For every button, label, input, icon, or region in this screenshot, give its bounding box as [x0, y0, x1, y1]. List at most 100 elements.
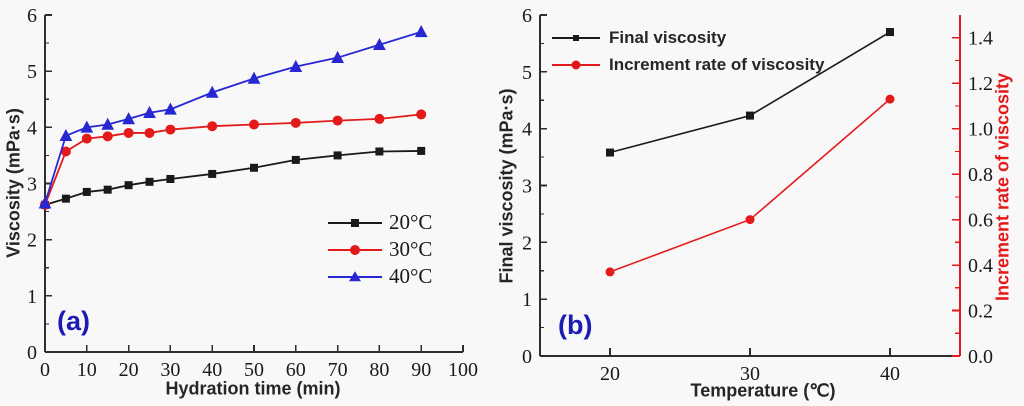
circle-marker-icon: [290, 117, 301, 128]
triangle-marker-icon: [205, 85, 219, 98]
circle-marker-icon: [249, 119, 259, 130]
circle-marker-icon: [144, 127, 155, 138]
triangle-marker-icon: [59, 128, 73, 142]
legend-item-final-viscosity: Final viscosity: [552, 24, 824, 51]
x-tick-label: 10: [77, 359, 97, 381]
panel-a-label: (a): [57, 306, 90, 336]
y-tick-label: 5: [27, 61, 37, 83]
circle-marker-icon: [81, 133, 92, 144]
legend-item-30c: 30°C: [328, 236, 432, 263]
series-1: [605, 94, 895, 277]
square-marker-icon: [166, 175, 175, 184]
right-y-tick-label: 1.2: [968, 73, 993, 95]
panel-b-x-axis-title: Temperature (℃): [690, 380, 836, 401]
right-y-tick-label: 0.2: [968, 301, 993, 323]
square-marker-icon: [250, 163, 258, 172]
series-2: [38, 25, 428, 209]
triangle-marker-icon: [247, 71, 261, 84]
square-marker-icon: [573, 34, 579, 41]
left-y-tick-label: 1: [522, 289, 532, 311]
circle-marker-icon: [123, 127, 134, 138]
series-1: [40, 109, 427, 210]
panel-a-x-axis-title: Hydration time (min): [165, 378, 341, 399]
axes: [44, 15, 463, 353]
x-tick-label: 40: [202, 359, 222, 381]
x-tick-label: 70: [328, 359, 348, 381]
circle-marker-icon: [416, 109, 427, 120]
triangle-marker-icon: [331, 50, 344, 63]
y-tick-label: 1: [27, 286, 37, 308]
y-tick-label: 2: [27, 230, 37, 252]
panel-b-plot: 20 30 40 0 1 2 3 4 5 6 0.0 0.2 0.4 0.6 0.8 1.0 1.2 1.4: [522, 5, 993, 385]
legend-line-black: [552, 34, 600, 41]
series-0: [606, 28, 894, 157]
panel-a-plot: 0 10 20 30 40 50 60 70 80 90 100 0 1 2 3 4 5 6: [27, 5, 478, 381]
circle-marker-icon: [885, 94, 895, 104]
square-marker-icon: [606, 148, 614, 157]
left-y-tick-label: 3: [522, 176, 532, 198]
square-marker-icon: [208, 169, 217, 178]
series-line: [44, 30, 422, 204]
triangle-marker-icon: [373, 37, 386, 51]
legend-label: 20°C: [389, 210, 433, 234]
panel-a-y-axis-title: Viscosity (mPa·s): [3, 108, 24, 258]
y-tick-label: 6: [27, 5, 37, 27]
square-marker-icon: [61, 194, 70, 203]
circle-marker-icon: [374, 113, 385, 124]
x-tick-label: 50: [244, 359, 264, 381]
circle-marker-icon: [60, 146, 71, 157]
x-tick-label: 30: [160, 359, 180, 381]
left-y-tick-label: 5: [522, 62, 532, 84]
right-y-tick-label: 0.0: [968, 346, 993, 368]
circle-marker-icon: [165, 124, 176, 135]
legend-line-red: [552, 60, 600, 69]
triangle-marker-icon: [164, 102, 177, 115]
x-tick-label: 20: [600, 363, 620, 385]
legend-line-black: [328, 218, 382, 227]
triangle-marker-icon: [80, 120, 94, 133]
series-0: [41, 146, 426, 209]
left-y-tick-label: 4: [522, 119, 532, 141]
panel-b-left-axis-title: Final viscosity (mPa·s): [496, 88, 517, 284]
series-line: [609, 98, 891, 273]
square-marker-icon: [145, 177, 154, 186]
x-tick-label: 20: [119, 359, 139, 381]
y-tick-label: 4: [27, 117, 37, 139]
x-tick-label: 60: [286, 359, 306, 381]
panel-a-legend: 20°C 30°C 40°C: [328, 209, 432, 290]
legend-label: Final viscosity: [609, 27, 727, 47]
legend-line-red: [328, 244, 382, 255]
circle-marker-icon: [605, 267, 615, 277]
right-y-tick-label: 1.4: [968, 28, 993, 50]
x-tick-label: 90: [411, 359, 431, 381]
square-marker-icon: [746, 111, 754, 120]
ticks: 0 10 20 30 40 50 60 70 80 90 100 0 1 2 3 4 5 6: [27, 5, 478, 381]
circle-marker-icon: [207, 121, 218, 132]
right-y-tick-label: 0.6: [968, 210, 993, 232]
circle-marker-icon: [571, 60, 581, 69]
triangle-marker-icon: [143, 105, 156, 119]
x-tick-label: 40: [880, 363, 900, 385]
x-tick-label: 100: [448, 359, 478, 381]
panel-b-right-axis-title: Increment rate of viscosity: [992, 72, 1013, 302]
circle-marker-icon: [332, 115, 343, 126]
square-marker-icon: [351, 218, 359, 227]
circle-marker-icon: [745, 215, 755, 225]
circle-marker-icon: [350, 244, 360, 255]
x-tick-label: 30: [740, 363, 760, 385]
square-marker-icon: [103, 185, 112, 194]
left-y-tick-label: 2: [522, 232, 532, 254]
left-y-tick-label: 0: [522, 346, 532, 368]
panel-b-label: (b): [558, 310, 593, 340]
legend-label: Increment rate of viscosity: [609, 54, 825, 74]
square-marker-icon: [886, 28, 894, 37]
legend-line-blue: [328, 270, 382, 281]
triangle-marker-icon: [414, 25, 428, 38]
square-marker-icon: [375, 147, 384, 156]
circle-marker-icon: [102, 131, 113, 142]
square-marker-icon: [417, 146, 426, 155]
triangle-marker-icon: [101, 117, 115, 130]
legend-label: 30°C: [389, 237, 433, 261]
triangle-marker-icon: [122, 112, 135, 125]
